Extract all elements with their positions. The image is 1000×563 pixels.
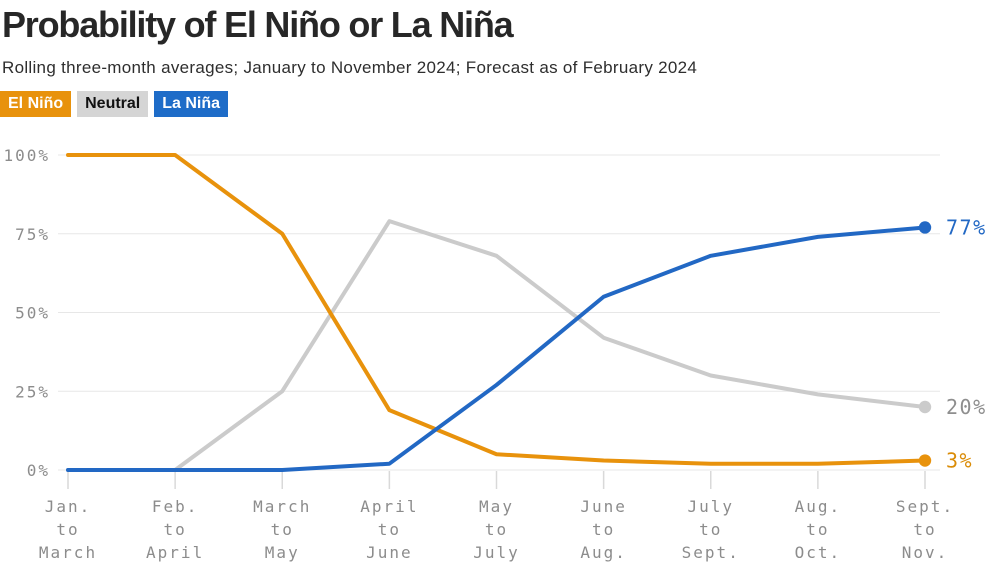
y-axis-label: 25% xyxy=(15,382,50,401)
x-axis-label: June to Aug. xyxy=(580,497,627,562)
legend: El Niño Neutral La Niña xyxy=(0,90,1000,118)
y-axis-label: 75% xyxy=(15,225,50,244)
x-axis-label: March to May xyxy=(253,497,311,562)
la-nina-line xyxy=(66,225,927,472)
el-nino-end-dot xyxy=(918,454,932,467)
probability-line-chart: 0% 25% 50% 75% 100% Jan. to March Feb. to April Mar… xyxy=(3,146,987,562)
x-axis-label: Sept. to Nov. xyxy=(896,497,954,562)
neutral-end-label: 20% xyxy=(946,395,987,419)
la-nina-end-dot xyxy=(918,221,932,234)
x-axis-label: July to Sept. xyxy=(682,497,740,562)
chart-header: Probability of El Niño or La Niña Rollin… xyxy=(0,0,1000,118)
legend-item-neutral: Neutral xyxy=(77,90,149,118)
el-nino-line xyxy=(66,153,927,466)
x-axis-label: Jan. to March xyxy=(39,497,97,562)
el-nino-end-label: 3% xyxy=(946,449,973,473)
x-axis-label: April to June xyxy=(360,497,418,562)
y-axis-label: 50% xyxy=(15,304,50,323)
x-axis-label: Feb. to April xyxy=(146,497,204,562)
x-axis-label: Aug. to Oct. xyxy=(795,497,842,562)
neutral-end-dot xyxy=(918,400,932,414)
chart-subtitle: Rolling three-month averages; January to… xyxy=(2,57,698,77)
page-title: Probability of El Niño or La Niña xyxy=(2,4,514,45)
neutral-line xyxy=(66,219,927,472)
la-nina-end-label: 77% xyxy=(946,215,987,239)
legend-item-el-nino: El Niño xyxy=(0,90,72,118)
y-axis-label: 0% xyxy=(27,461,50,480)
legend-item-la-nina: La Niña xyxy=(154,90,229,118)
x-axis-label: May to July xyxy=(473,497,520,562)
y-axis-label: 100% xyxy=(3,146,50,165)
